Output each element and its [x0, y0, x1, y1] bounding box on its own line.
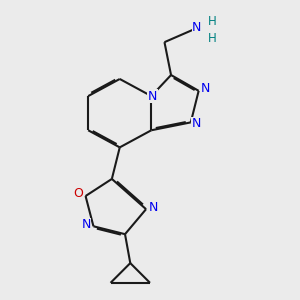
Text: O: O — [73, 188, 83, 200]
Text: N: N — [81, 218, 91, 232]
Text: H: H — [208, 32, 217, 45]
Text: N: N — [148, 90, 157, 103]
Text: H: H — [208, 15, 217, 28]
Text: N: N — [200, 82, 210, 95]
Text: N: N — [192, 117, 201, 130]
Text: N: N — [149, 201, 158, 214]
Text: N: N — [192, 21, 202, 34]
